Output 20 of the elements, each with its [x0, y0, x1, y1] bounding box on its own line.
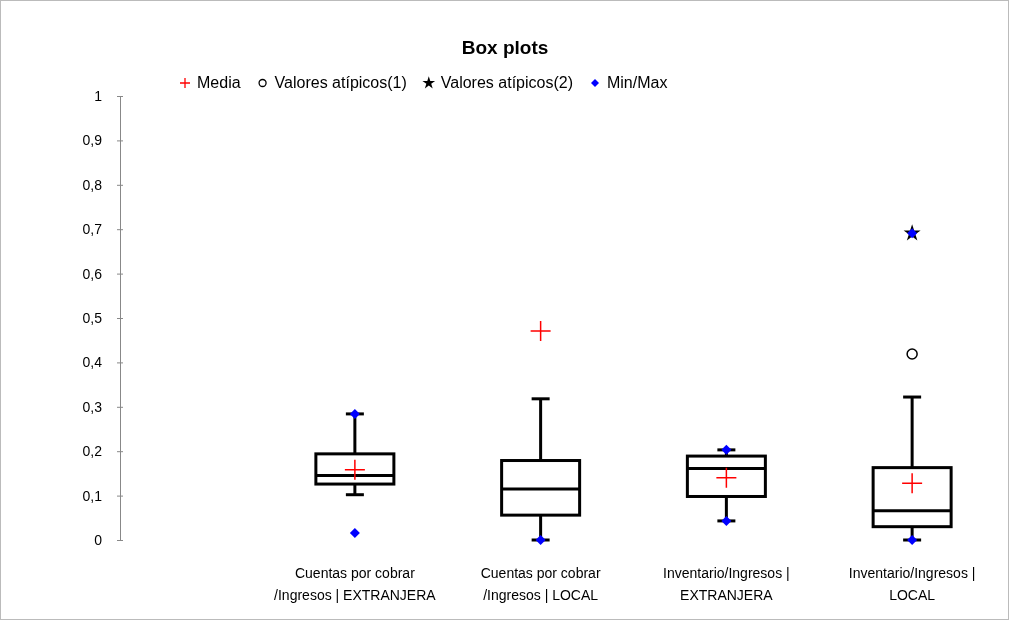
y-tick-label: 0,8 — [82, 176, 103, 193]
x-tick-label: Inventario/Ingresos | EXTRANJERA — [663, 565, 790, 603]
legend-label: Valores atípicos(1) — [274, 74, 407, 91]
y-tick-label: 0 — [94, 531, 103, 548]
y-tick-label: 0,2 — [82, 443, 103, 460]
x-tick-label: Cuentas por cobrar /Ingresos | LOCAL — [480, 565, 601, 603]
legend-label: Min/Max — [606, 74, 668, 91]
chart-title: Box plots — [461, 37, 549, 58]
y-tick-label: 0,3 — [82, 398, 103, 415]
y-tick-label: 0,5 — [82, 309, 103, 326]
y-tick-label: 0,4 — [82, 354, 103, 371]
x-tick-label: Cuentas por cobrar /Ingresos | EXTRANJERA — [274, 565, 437, 603]
legend-label: Media — [197, 74, 241, 91]
y-tick-label: 0,7 — [82, 221, 103, 238]
y-tick-label: 0,1 — [82, 487, 103, 504]
y-tick-label: 0,9 — [82, 132, 103, 149]
legend-label: Valores atípicos(2) — [440, 74, 573, 91]
y-tick-label: 0,6 — [82, 265, 103, 282]
x-tick-label: Inventario/Ingresos | LOCAL — [848, 565, 976, 603]
y-tick-label: 1 — [94, 87, 103, 104]
